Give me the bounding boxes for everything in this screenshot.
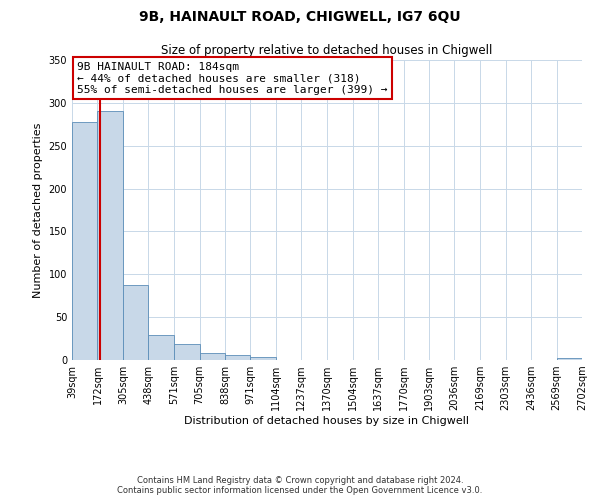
X-axis label: Distribution of detached houses by size in Chigwell: Distribution of detached houses by size …: [185, 416, 470, 426]
Bar: [557, 358, 582, 360]
Title: Size of property relative to detached houses in Chigwell: Size of property relative to detached ho…: [161, 44, 493, 58]
Text: Contains HM Land Registry data © Crown copyright and database right 2024.
Contai: Contains HM Land Registry data © Crown c…: [118, 476, 482, 495]
Bar: [174, 344, 200, 360]
Text: 9B, HAINAULT ROAD, CHIGWELL, IG7 6QU: 9B, HAINAULT ROAD, CHIGWELL, IG7 6QU: [139, 10, 461, 24]
Bar: [225, 355, 250, 360]
Bar: [250, 358, 276, 360]
Text: 9B HAINAULT ROAD: 184sqm
← 44% of detached houses are smaller (318)
55% of semi-: 9B HAINAULT ROAD: 184sqm ← 44% of detach…: [77, 62, 388, 94]
Bar: [72, 122, 97, 360]
Bar: [200, 353, 225, 360]
Y-axis label: Number of detached properties: Number of detached properties: [33, 122, 43, 298]
Bar: [148, 335, 174, 360]
Bar: [123, 284, 148, 360]
Bar: [97, 112, 123, 360]
